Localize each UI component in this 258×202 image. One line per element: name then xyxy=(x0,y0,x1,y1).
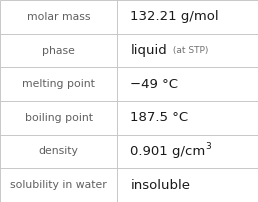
Text: melting point: melting point xyxy=(22,79,95,89)
Text: molar mass: molar mass xyxy=(27,12,91,22)
Text: 132.21 g/mol: 132.21 g/mol xyxy=(130,10,219,23)
Text: 3: 3 xyxy=(206,142,211,150)
Text: boiling point: boiling point xyxy=(25,113,93,123)
Text: phase: phase xyxy=(42,45,75,56)
Text: insoluble: insoluble xyxy=(130,179,190,192)
Text: density: density xyxy=(39,146,79,157)
Text: (at STP): (at STP) xyxy=(170,46,208,55)
Text: −49 °C: −49 °C xyxy=(130,78,178,91)
Text: liquid: liquid xyxy=(130,44,167,57)
Text: 0.901 g/cm: 0.901 g/cm xyxy=(130,145,206,158)
Text: 187.5 °C: 187.5 °C xyxy=(130,111,188,124)
Text: solubility in water: solubility in water xyxy=(10,180,107,190)
